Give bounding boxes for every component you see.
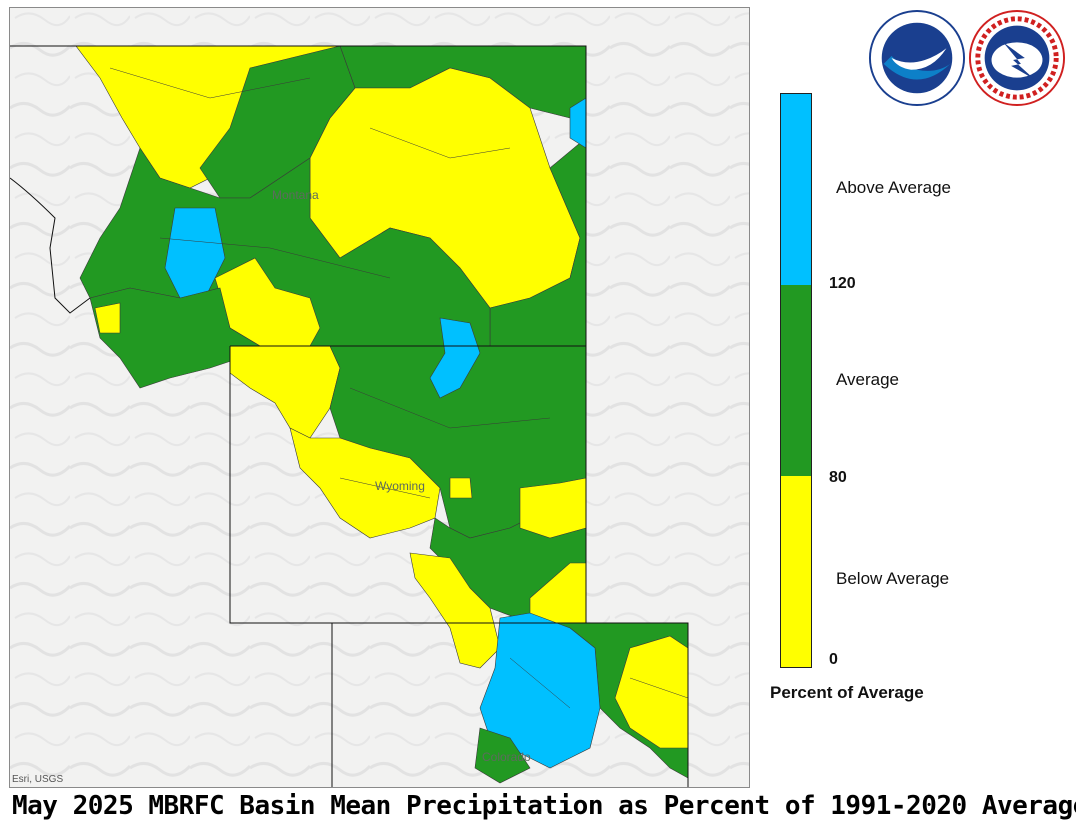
basin-boundary-lines bbox=[109, 67, 689, 709]
legend-break-80: 80 bbox=[829, 469, 847, 486]
state-label-wyoming: Wyoming bbox=[375, 479, 425, 493]
basin-regions bbox=[75, 45, 689, 784]
legend-swatch-average bbox=[781, 285, 811, 476]
legend-title: Percent of Average bbox=[770, 683, 924, 702]
legend-break-120: 120 bbox=[829, 275, 856, 292]
legend-swatch-below bbox=[781, 476, 811, 667]
map-area[interactable]: Montana Wyoming Colorado Esri, USGS bbox=[9, 7, 750, 788]
map-title: May 2025 MBRFC Basin Mean Precipitation … bbox=[12, 791, 1076, 821]
legend-label-above: Above Average bbox=[836, 178, 951, 197]
basin-map bbox=[10, 8, 749, 787]
map-attribution: Esri, USGS bbox=[12, 774, 64, 785]
nws-logo bbox=[968, 9, 1066, 107]
legend-color-bar bbox=[780, 93, 812, 668]
legend-label-average: Average bbox=[836, 370, 900, 389]
state-boundaries bbox=[10, 45, 689, 787]
state-label-montana: Montana bbox=[272, 188, 319, 202]
legend-swatch-above bbox=[781, 94, 811, 285]
legend-label-below: Below Average bbox=[836, 569, 950, 588]
state-label-colorado: Colorado bbox=[482, 750, 531, 764]
noaa-logo bbox=[868, 9, 966, 107]
legend-break-0: 0 bbox=[829, 651, 838, 668]
